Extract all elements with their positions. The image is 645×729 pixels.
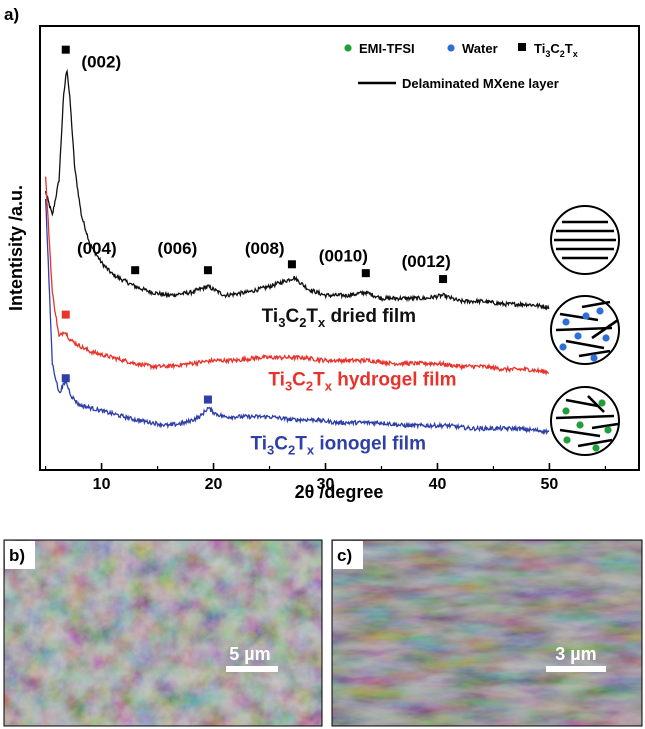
x-tick-label: 50 [541,476,559,493]
legend-label-emi-tfsi: EMI-TFSI [359,41,415,56]
peak-marker [287,260,296,269]
series-line-ti3c2tx-hydrogel-film [44,176,549,376]
plot-frame [39,25,640,471]
x-axis: 10 20 30 40 50 [44,463,607,493]
peak-label-0012: (0012) [402,252,451,271]
peak-label-002: (002) [81,52,121,71]
x-tick-label: 30 [317,476,335,493]
scale-bar-b [226,666,278,672]
legend-dot-water [447,44,455,52]
x-tick-label: 10 [93,476,111,493]
peak-marker [61,310,70,319]
x-tick-label: 20 [205,476,223,493]
film-label-dried-film: Ti3C2Tx dried film [262,306,416,330]
peak-marker [61,45,70,54]
x-tick-label: 40 [429,476,447,493]
scale-bar-label-c: 3 µm [555,644,596,664]
legend-label-mxene: Delaminated MXene layer [402,76,559,91]
panel-label-b-box [5,541,35,569]
sem-image-c: c) 3 µm [331,539,643,727]
series-line-ti3c2tx-dried-film [44,68,550,311]
panel-label-b: b) [9,546,25,565]
schematic-ionogel-film [550,386,620,456]
legend-label-water: Water [462,41,498,56]
peak-marker [131,266,140,275]
series-layer [44,68,550,436]
scale-bar-label-b: 5 µm [229,644,270,664]
peak-marker [439,275,448,284]
schematic-dried-film [550,205,620,275]
x-axis-title: 2θ /degree [295,482,384,502]
peak-label-004: (004) [77,239,117,258]
y-axis-title: Intentisity /a.u. [6,185,26,311]
peak-label-0010: (0010) [319,246,368,265]
peak-label-layer: (002) (004) (006) (008) (0010) (0012) [77,52,451,271]
legend-square-ti3c2tx [518,43,526,51]
peak-label-008: (008) [245,239,285,258]
peak-marker-layer [61,45,448,404]
peak-marker [203,266,212,275]
film-label-layer: Ti3C2Tx dried film Ti3C2Tx hydrogel film T… [250,306,456,457]
peak-marker [361,269,370,278]
scale-bar-c [546,666,606,672]
legend-label-ti3c2tx: Ti3C2Tx [534,41,578,59]
legend: EMI-TFSI Water Ti3C2Tx Delaminated MXene… [344,41,578,91]
panel-label-c-box [333,541,363,569]
peak-label-006: (006) [158,239,198,258]
series-line-ti3c2tx-ionogel-film [44,198,550,436]
legend-dot-emi-tfsi [344,44,352,52]
panel-label-a: a) [4,5,19,24]
film-label-ionogel-film: Ti3C2Tx ionogel film [250,433,425,457]
peak-marker [61,374,70,383]
peak-marker [203,395,212,404]
film-label-hydrogel-film: Ti3C2Tx hydrogel film [268,370,456,394]
schematic-hydrogel-film [550,295,620,365]
sem-image-b: b) 5 µm [3,539,323,727]
panel-label-c: c) [337,546,352,565]
